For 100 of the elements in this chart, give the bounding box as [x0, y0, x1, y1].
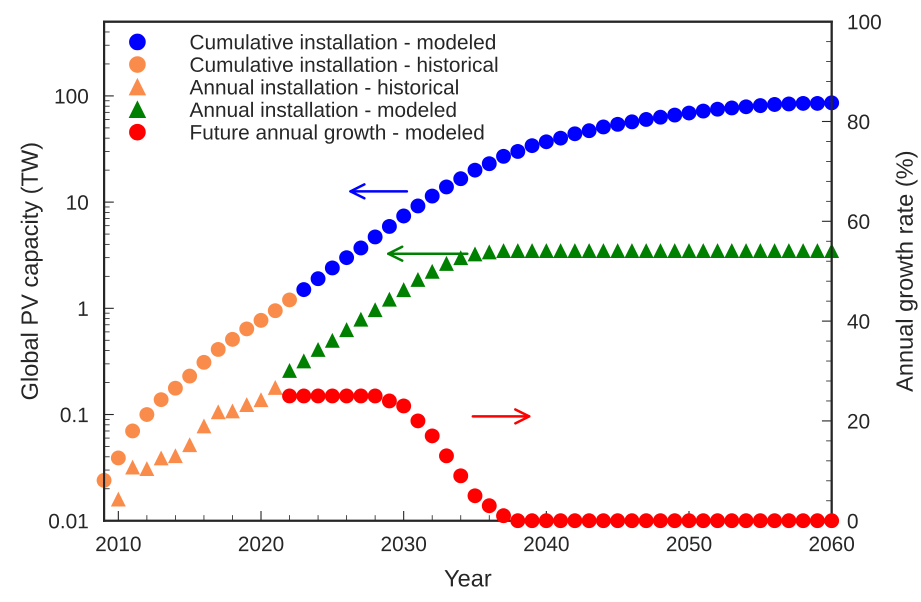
point [667, 243, 682, 258]
point [724, 100, 740, 116]
point [353, 312, 368, 327]
point [282, 292, 297, 308]
x-tick-label: 2060 [810, 536, 854, 552]
point [453, 250, 468, 266]
point [524, 138, 540, 154]
point [653, 243, 668, 258]
point [439, 179, 454, 194]
point [125, 424, 140, 438]
point [582, 123, 597, 138]
point [239, 321, 254, 336]
point [582, 243, 597, 258]
point [154, 450, 169, 466]
y2-tick-label: 80 [848, 114, 870, 130]
point [510, 243, 526, 258]
point [110, 450, 126, 466]
point [781, 243, 796, 258]
y-tick-label: 0.1 [60, 408, 88, 422]
point [810, 243, 825, 258]
point [368, 302, 383, 318]
point [781, 96, 796, 112]
point [538, 134, 554, 150]
y-axis-title: Global PV capacity (TW) [20, 143, 43, 400]
x-tick-label: 2030 [382, 536, 426, 552]
point [110, 492, 126, 506]
point [752, 98, 768, 114]
y2-tick-label: 20 [848, 414, 870, 429]
point [196, 354, 212, 370]
point [638, 112, 654, 127]
point [225, 332, 240, 347]
legend-label: Cumulative installation - modeled [190, 34, 496, 50]
y-tick-label: 0.01 [49, 514, 88, 528]
point [282, 363, 297, 378]
point [324, 260, 340, 276]
legend-label: Annual installation - modeled [190, 102, 456, 118]
point [738, 243, 754, 258]
point [696, 104, 711, 119]
point [496, 243, 511, 258]
point [610, 243, 626, 258]
point [368, 229, 383, 244]
y-tick-label: 100 [56, 88, 88, 104]
point [638, 243, 654, 258]
point [239, 397, 254, 412]
point [382, 219, 397, 234]
point [396, 208, 412, 224]
point [624, 114, 640, 130]
point [682, 243, 696, 258]
point [339, 250, 354, 266]
point [453, 171, 468, 186]
point [254, 392, 268, 408]
point [510, 144, 526, 159]
point [210, 404, 226, 420]
point [596, 120, 611, 134]
point [410, 198, 426, 214]
point [324, 332, 340, 348]
y2-tick-label: 0 [848, 514, 858, 528]
point [482, 244, 497, 260]
point [468, 162, 482, 178]
point [168, 380, 183, 396]
point [653, 110, 668, 125]
point [553, 243, 568, 258]
legend-label: Future annual growth - modeled [191, 124, 484, 144]
point [396, 282, 412, 298]
point [468, 246, 482, 262]
point [139, 407, 154, 422]
point [610, 116, 626, 132]
point [524, 243, 540, 258]
point [182, 368, 198, 384]
y-tick-label: 1 [78, 302, 88, 316]
point [767, 243, 782, 258]
point [667, 108, 682, 123]
point [567, 126, 582, 142]
point [210, 342, 226, 357]
y-tick-label: 10 [67, 195, 88, 210]
point [624, 243, 640, 258]
point [796, 96, 811, 111]
point [196, 418, 212, 434]
point [225, 404, 240, 418]
point [154, 392, 169, 408]
point [268, 380, 283, 395]
point [710, 243, 725, 258]
point [752, 243, 768, 258]
point [168, 448, 183, 464]
legend-label: Annual installation - historical [190, 79, 458, 95]
x-tick-label: 2050 [666, 536, 712, 552]
point [696, 243, 711, 258]
point [424, 264, 440, 279]
x-axis-title: Year [444, 570, 492, 587]
point [353, 240, 368, 256]
point [139, 461, 154, 476]
x-tick-label: 2040 [524, 536, 569, 552]
point [710, 102, 725, 117]
point [439, 256, 454, 271]
point [382, 292, 397, 307]
point [125, 460, 140, 475]
point [810, 96, 825, 111]
x-tick-label: 2010 [96, 536, 141, 552]
point [296, 353, 312, 368]
y2-tick-label: 100 [848, 14, 881, 30]
